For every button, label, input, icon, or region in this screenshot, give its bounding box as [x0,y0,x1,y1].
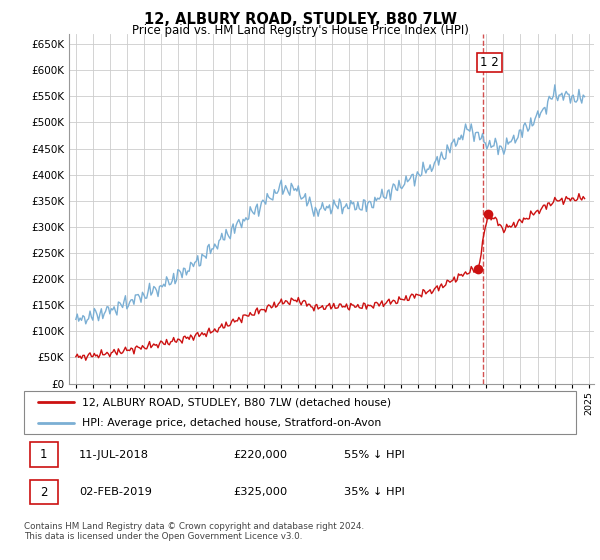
Text: 55% ↓ HPI: 55% ↓ HPI [344,450,405,460]
Text: 1 2: 1 2 [481,56,499,69]
Text: 35% ↓ HPI: 35% ↓ HPI [344,487,405,497]
Text: 12, ALBURY ROAD, STUDLEY, B80 7LW (detached house): 12, ALBURY ROAD, STUDLEY, B80 7LW (detac… [82,397,391,407]
Text: 1: 1 [40,448,47,461]
Text: 2: 2 [40,486,47,498]
Text: 11-JUL-2018: 11-JUL-2018 [79,450,149,460]
Text: 12, ALBURY ROAD, STUDLEY, B80 7LW: 12, ALBURY ROAD, STUDLEY, B80 7LW [143,12,457,27]
FancyBboxPatch shape [29,442,58,467]
Text: £325,000: £325,000 [234,487,288,497]
FancyBboxPatch shape [24,391,576,434]
Text: 02-FEB-2019: 02-FEB-2019 [79,487,152,497]
FancyBboxPatch shape [29,480,58,504]
Text: Contains HM Land Registry data © Crown copyright and database right 2024.
This d: Contains HM Land Registry data © Crown c… [24,522,364,542]
Text: £220,000: £220,000 [234,450,288,460]
Text: Price paid vs. HM Land Registry's House Price Index (HPI): Price paid vs. HM Land Registry's House … [131,24,469,36]
Text: HPI: Average price, detached house, Stratford-on-Avon: HPI: Average price, detached house, Stra… [82,418,381,428]
